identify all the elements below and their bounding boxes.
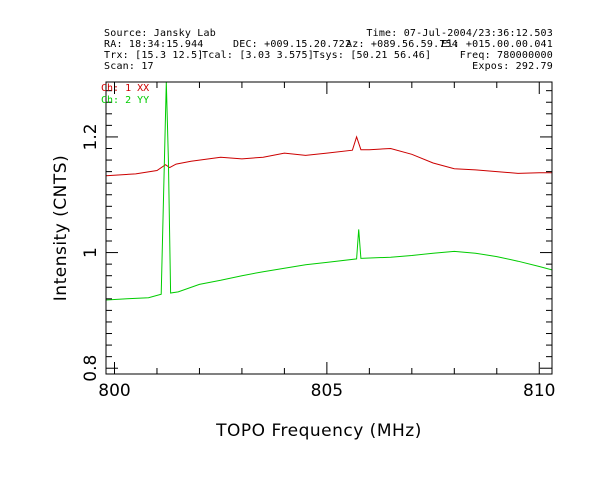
y-tick-label: 0.8 (81, 355, 101, 382)
legend-entry-1: Ch: 1 XX (101, 83, 149, 94)
az-text: Az: +089.56.59.754 (346, 39, 458, 50)
y-tick-label: 1 (81, 247, 101, 258)
x-tick-label: 810 (523, 381, 555, 401)
x-axis-title: TOPO Frequency (MHz) (215, 421, 422, 441)
trx-text: Trx: [15.3 12.5] (104, 50, 204, 61)
series-line-1 (106, 135, 552, 177)
source-text: Source: Jansky Lab (104, 28, 216, 39)
scan-text: Scan: 17 (104, 61, 154, 72)
expos-text: Expos: 292.79 (472, 61, 553, 72)
ra-text: RA: 18:34:15.944 (104, 39, 204, 50)
time-text: Time: 07-Jul-2004/23:36:12.503 (366, 28, 553, 39)
x-tick-label: 800 (98, 381, 130, 401)
el-text: El: +015.00.00.041 (441, 39, 553, 50)
freq-text: Freq: 780000000 (459, 50, 553, 61)
tsys-text: Tsys: [50.21 56.46] (313, 50, 432, 61)
y-tick-label: 1.2 (81, 123, 101, 150)
series-line-2 (106, 82, 552, 301)
y-axis-title: Intensity (CNTS) (51, 155, 71, 301)
x-tick-label: 805 (311, 381, 343, 401)
legend-entry-2: Ch: 2 YY (101, 95, 149, 106)
dec-text: DEC: +009.15.20.722 (233, 39, 352, 50)
tcal-text: Tcal: [3.03 3.575] (202, 50, 314, 61)
plot-frame (105, 81, 553, 375)
